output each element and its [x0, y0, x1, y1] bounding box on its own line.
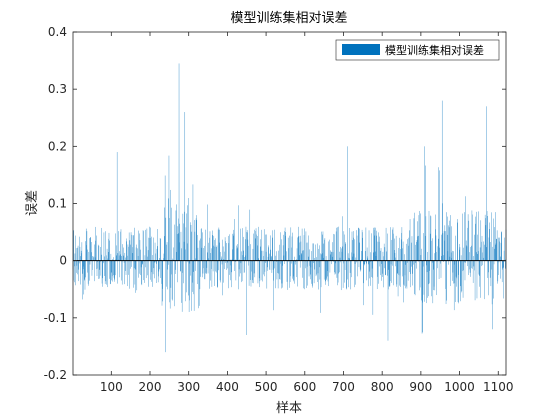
x-tick-label: 900: [409, 380, 432, 394]
y-tick-label: 0.4: [48, 25, 67, 39]
y-tick-label: -0.2: [44, 368, 67, 382]
x-tick-label: 200: [139, 380, 162, 394]
bar-series: [72, 63, 507, 353]
y-tick-label: 0.1: [48, 197, 67, 211]
x-tick-label: 300: [177, 380, 200, 394]
x-axis-label: 样本: [276, 401, 302, 416]
plot-frame: [72, 31, 507, 376]
y-tick-label: 0: [59, 254, 67, 268]
y-tick-label: -0.1: [44, 311, 67, 325]
y-axis: -0.2 -0.1 0 0.1 0.2 0.3 0.4: [44, 25, 506, 382]
x-tick-label: 500: [255, 380, 278, 394]
x-tick-label: 100: [100, 380, 123, 394]
y-axis-label: 误差: [25, 190, 40, 216]
x-tick-label: 1100: [483, 380, 514, 394]
legend: 模型训练集相对误差: [335, 39, 500, 61]
legend-entry: 模型训练集相对误差: [385, 43, 484, 57]
x-tick-label: 800: [371, 380, 394, 394]
x-tick-label: 700: [332, 380, 355, 394]
x-tick-label: 400: [216, 380, 239, 394]
y-tick-label: 0.3: [48, 82, 67, 96]
x-axis: 100 200 300 400 500 600 700 800 900 1000 1100: [100, 32, 514, 394]
chart-title: 模型训练集相对误差: [230, 10, 347, 26]
legend-swatch: [342, 44, 380, 55]
y-tick-label: 0.2: [48, 139, 67, 153]
x-tick-label: 1000: [444, 380, 475, 394]
x-tick-label: 600: [293, 380, 316, 394]
